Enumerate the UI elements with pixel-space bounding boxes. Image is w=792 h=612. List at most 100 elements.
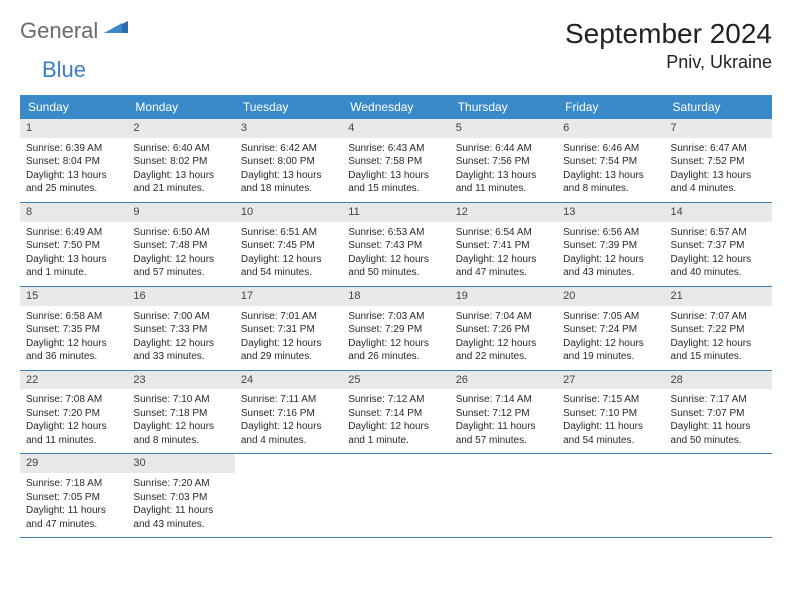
- day-cell: 2Sunrise: 6:40 AMSunset: 8:02 PMDaylight…: [127, 119, 234, 202]
- day-content: Sunrise: 7:00 AMSunset: 7:33 PMDaylight:…: [127, 306, 234, 370]
- day-content: Sunrise: 6:46 AMSunset: 7:54 PMDaylight:…: [557, 138, 664, 202]
- daylight-text: Daylight: 12 hours and 47 minutes.: [456, 253, 551, 280]
- daylight-text: Daylight: 13 hours and 21 minutes.: [133, 169, 228, 196]
- sunset-text: Sunset: 7:29 PM: [348, 323, 443, 337]
- day-cell: 7Sunrise: 6:47 AMSunset: 7:52 PMDaylight…: [665, 119, 772, 202]
- sunset-text: Sunset: 7:58 PM: [348, 155, 443, 169]
- sunrise-text: Sunrise: 6:54 AM: [456, 226, 551, 240]
- day-number: 19: [450, 287, 557, 306]
- day-content: Sunrise: 7:18 AMSunset: 7:05 PMDaylight:…: [20, 473, 127, 537]
- sunrise-text: Sunrise: 6:53 AM: [348, 226, 443, 240]
- sunrise-text: Sunrise: 7:14 AM: [456, 393, 551, 407]
- day-content: Sunrise: 7:20 AMSunset: 7:03 PMDaylight:…: [127, 473, 234, 537]
- sunset-text: Sunset: 7:26 PM: [456, 323, 551, 337]
- sunset-text: Sunset: 7:45 PM: [241, 239, 336, 253]
- day-content: Sunrise: 7:01 AMSunset: 7:31 PMDaylight:…: [235, 306, 342, 370]
- sunset-text: Sunset: 7:37 PM: [671, 239, 766, 253]
- day-cell: [665, 454, 772, 537]
- sunrise-text: Sunrise: 7:20 AM: [133, 477, 228, 491]
- daylight-text: Daylight: 12 hours and 40 minutes.: [671, 253, 766, 280]
- day-cell: 21Sunrise: 7:07 AMSunset: 7:22 PMDayligh…: [665, 287, 772, 370]
- day-content: Sunrise: 6:58 AMSunset: 7:35 PMDaylight:…: [20, 306, 127, 370]
- daylight-text: Daylight: 11 hours and 57 minutes.: [456, 420, 551, 447]
- day-cell: 4Sunrise: 6:43 AMSunset: 7:58 PMDaylight…: [342, 119, 449, 202]
- sunrise-text: Sunrise: 6:42 AM: [241, 142, 336, 156]
- sunset-text: Sunset: 7:50 PM: [26, 239, 121, 253]
- day-number: 2: [127, 119, 234, 138]
- day-cell: 8Sunrise: 6:49 AMSunset: 7:50 PMDaylight…: [20, 203, 127, 286]
- day-content: Sunrise: 7:15 AMSunset: 7:10 PMDaylight:…: [557, 389, 664, 453]
- day-number: 4: [342, 119, 449, 138]
- day-content: Sunrise: 7:11 AMSunset: 7:16 PMDaylight:…: [235, 389, 342, 453]
- daylight-text: Daylight: 13 hours and 18 minutes.: [241, 169, 336, 196]
- daylight-text: Daylight: 12 hours and 26 minutes.: [348, 337, 443, 364]
- day-cell: [342, 454, 449, 537]
- day-number: 29: [20, 454, 127, 473]
- day-content: Sunrise: 7:12 AMSunset: 7:14 PMDaylight:…: [342, 389, 449, 453]
- day-content: Sunrise: 6:49 AMSunset: 7:50 PMDaylight:…: [20, 222, 127, 286]
- day-number: 18: [342, 287, 449, 306]
- sunrise-text: Sunrise: 7:10 AM: [133, 393, 228, 407]
- sunset-text: Sunset: 7:31 PM: [241, 323, 336, 337]
- day-cell: 10Sunrise: 6:51 AMSunset: 7:45 PMDayligh…: [235, 203, 342, 286]
- day-content: Sunrise: 7:14 AMSunset: 7:12 PMDaylight:…: [450, 389, 557, 453]
- day-cell: 29Sunrise: 7:18 AMSunset: 7:05 PMDayligh…: [20, 454, 127, 537]
- sunset-text: Sunset: 7:10 PM: [563, 407, 658, 421]
- day-number: 10: [235, 203, 342, 222]
- day-number: 25: [342, 371, 449, 390]
- sunrise-text: Sunrise: 7:05 AM: [563, 310, 658, 324]
- weekday-header: Wednesday: [342, 95, 449, 119]
- daylight-text: Daylight: 12 hours and 57 minutes.: [133, 253, 228, 280]
- sunset-text: Sunset: 7:12 PM: [456, 407, 551, 421]
- day-content: Sunrise: 6:44 AMSunset: 7:56 PMDaylight:…: [450, 138, 557, 202]
- sunset-text: Sunset: 7:48 PM: [133, 239, 228, 253]
- day-number: 9: [127, 203, 234, 222]
- day-content: Sunrise: 6:47 AMSunset: 7:52 PMDaylight:…: [665, 138, 772, 202]
- daylight-text: Daylight: 12 hours and 22 minutes.: [456, 337, 551, 364]
- day-cell: 24Sunrise: 7:11 AMSunset: 7:16 PMDayligh…: [235, 371, 342, 454]
- day-number: 28: [665, 371, 772, 390]
- logo-text-general: General: [20, 18, 98, 44]
- sunset-text: Sunset: 7:07 PM: [671, 407, 766, 421]
- sunrise-text: Sunrise: 7:01 AM: [241, 310, 336, 324]
- sunrise-text: Sunrise: 7:15 AM: [563, 393, 658, 407]
- sunrise-text: Sunrise: 6:49 AM: [26, 226, 121, 240]
- day-content: Sunrise: 7:17 AMSunset: 7:07 PMDaylight:…: [665, 389, 772, 453]
- sunrise-text: Sunrise: 6:50 AM: [133, 226, 228, 240]
- day-content: Sunrise: 7:10 AMSunset: 7:18 PMDaylight:…: [127, 389, 234, 453]
- day-cell: [235, 454, 342, 537]
- day-number: 7: [665, 119, 772, 138]
- sunrise-text: Sunrise: 6:40 AM: [133, 142, 228, 156]
- day-cell: 22Sunrise: 7:08 AMSunset: 7:20 PMDayligh…: [20, 371, 127, 454]
- day-content: Sunrise: 6:50 AMSunset: 7:48 PMDaylight:…: [127, 222, 234, 286]
- daylight-text: Daylight: 12 hours and 29 minutes.: [241, 337, 336, 364]
- sunset-text: Sunset: 7:56 PM: [456, 155, 551, 169]
- week-row: 1Sunrise: 6:39 AMSunset: 8:04 PMDaylight…: [20, 119, 772, 203]
- day-number: 3: [235, 119, 342, 138]
- day-cell: 5Sunrise: 6:44 AMSunset: 7:56 PMDaylight…: [450, 119, 557, 202]
- daylight-text: Daylight: 13 hours and 15 minutes.: [348, 169, 443, 196]
- sunrise-text: Sunrise: 7:11 AM: [241, 393, 336, 407]
- sunset-text: Sunset: 7:03 PM: [133, 491, 228, 505]
- daylight-text: Daylight: 12 hours and 8 minutes.: [133, 420, 228, 447]
- sunrise-text: Sunrise: 7:04 AM: [456, 310, 551, 324]
- daylight-text: Daylight: 12 hours and 43 minutes.: [563, 253, 658, 280]
- day-cell: 13Sunrise: 6:56 AMSunset: 7:39 PMDayligh…: [557, 203, 664, 286]
- month-year: September 2024: [565, 18, 772, 50]
- daylight-text: Daylight: 12 hours and 19 minutes.: [563, 337, 658, 364]
- daylight-text: Daylight: 12 hours and 33 minutes.: [133, 337, 228, 364]
- day-number: 15: [20, 287, 127, 306]
- day-cell: 15Sunrise: 6:58 AMSunset: 7:35 PMDayligh…: [20, 287, 127, 370]
- day-cell: [450, 454, 557, 537]
- sunset-text: Sunset: 7:16 PM: [241, 407, 336, 421]
- daylight-text: Daylight: 13 hours and 8 minutes.: [563, 169, 658, 196]
- day-cell: 30Sunrise: 7:20 AMSunset: 7:03 PMDayligh…: [127, 454, 234, 537]
- sunset-text: Sunset: 7:39 PM: [563, 239, 658, 253]
- day-cell: 26Sunrise: 7:14 AMSunset: 7:12 PMDayligh…: [450, 371, 557, 454]
- day-number: 6: [557, 119, 664, 138]
- day-number: 14: [665, 203, 772, 222]
- weekday-header: Sunday: [20, 95, 127, 119]
- daylight-text: Daylight: 12 hours and 54 minutes.: [241, 253, 336, 280]
- week-row: 15Sunrise: 6:58 AMSunset: 7:35 PMDayligh…: [20, 287, 772, 371]
- day-content: Sunrise: 6:43 AMSunset: 7:58 PMDaylight:…: [342, 138, 449, 202]
